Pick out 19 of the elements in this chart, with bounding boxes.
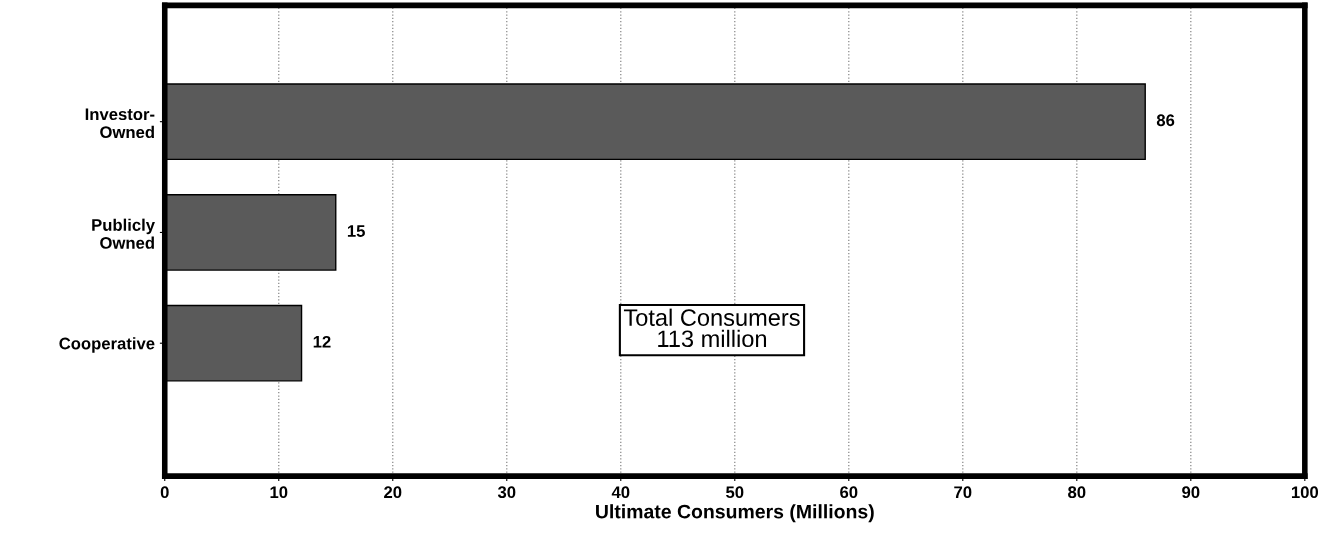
x-tick-label: 80 [1068, 486, 1086, 499]
x-tick-label: 70 [954, 486, 972, 499]
x-tick-label: 100 [1291, 486, 1318, 499]
x-tick-label: 20 [384, 486, 402, 499]
x-tick-label: 10 [270, 486, 288, 499]
annotation: Total Consumers 113 million [623, 308, 800, 348]
x-axis-title: Ultimate Consumers (Millions) [596, 504, 874, 523]
x-tick-label: 90 [1182, 486, 1200, 499]
y-tick-label: Investor- Owned [85, 108, 155, 139]
x-tick-label: 0 [160, 486, 169, 499]
data-label: 12 [313, 335, 331, 348]
y-tick-label: Cooperative [59, 337, 155, 353]
data-label: 15 [347, 225, 365, 237]
x-tick-label: 60 [840, 486, 858, 499]
data-label: 86 [1156, 114, 1175, 127]
y-tick-label: Publicly Owned [92, 218, 155, 249]
x-tick-label: 50 [726, 486, 744, 499]
x-tick-label: 40 [611, 486, 630, 499]
x-tick-label: 30 [497, 486, 516, 499]
